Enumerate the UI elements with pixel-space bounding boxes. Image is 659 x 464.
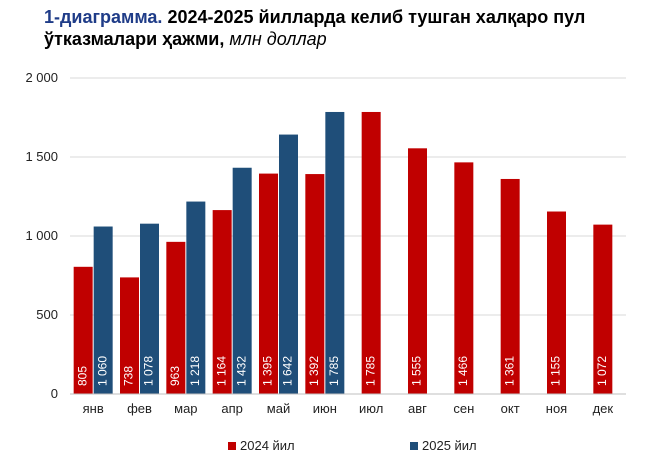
bar [454, 162, 474, 394]
chart-title: 1-диаграмма. 2024-2025 йилларда келиб ту… [44, 6, 644, 50]
data-label: 1 060 [95, 356, 109, 386]
data-label: 1 785 [363, 356, 377, 386]
data-label: 1 432 [234, 356, 248, 386]
x-tick-label: июл [359, 401, 383, 416]
bar [325, 111, 345, 394]
legend-swatch [228, 442, 236, 450]
x-tick-label: сен [453, 401, 474, 416]
y-tick-label: 1 500 [25, 149, 58, 164]
data-label: 1 785 [327, 356, 341, 386]
x-tick-label: май [267, 401, 290, 416]
legend-label: 2024 йил [240, 438, 295, 453]
title-unit: млн доллар [229, 29, 327, 49]
bar [166, 241, 186, 394]
data-label: 1 155 [549, 356, 563, 386]
x-tick-label: дек [593, 401, 614, 416]
bar [232, 167, 252, 394]
data-label: 1 218 [188, 356, 202, 386]
legend-label: 2025 йил [422, 438, 477, 453]
bar [279, 134, 298, 394]
y-tick-label: 2 000 [25, 70, 58, 85]
x-tick-label: янв [83, 401, 104, 416]
bar [120, 277, 139, 394]
bar [93, 226, 113, 394]
x-tick-label: мар [174, 401, 197, 416]
x-tick-label: авг [408, 401, 427, 416]
y-tick-label: 500 [36, 307, 58, 322]
x-tick-label: ноя [546, 401, 567, 416]
bar [259, 173, 278, 394]
x-tick-label: окт [501, 401, 520, 416]
y-tick-label: 0 [51, 386, 58, 401]
data-label: 1 642 [281, 356, 295, 386]
data-label: 805 [75, 366, 89, 386]
data-label: 1 395 [261, 356, 275, 386]
x-tick-label: фев [127, 401, 152, 416]
data-label: 1 466 [456, 356, 470, 386]
data-label: 1 555 [410, 356, 424, 386]
bar [500, 178, 520, 394]
title-line2: ўтказмалари ҳажми, [44, 29, 225, 49]
data-label: 1 164 [214, 356, 228, 386]
data-label: 738 [122, 366, 136, 386]
data-label: 1 392 [307, 356, 321, 386]
bar [361, 111, 381, 394]
bar [73, 266, 93, 394]
title-line1: 2024-2025 йилларда келиб тушган халқаро … [167, 7, 586, 27]
data-label: 1 361 [502, 356, 516, 386]
bar [408, 148, 427, 394]
bar [305, 174, 325, 394]
data-label: 1 078 [142, 356, 156, 386]
x-tick-label: июн [313, 401, 337, 416]
x-tick-label: апр [221, 401, 243, 416]
legend-swatch [410, 442, 418, 450]
title-prefix: 1-диаграмма. [44, 7, 163, 27]
bar [593, 224, 613, 394]
data-label: 1 072 [595, 356, 609, 386]
bar [547, 211, 566, 394]
bar [140, 223, 159, 394]
bar [212, 210, 232, 394]
y-tick-label: 1 000 [25, 228, 58, 243]
data-label: 963 [168, 366, 182, 386]
bar [186, 201, 206, 394]
